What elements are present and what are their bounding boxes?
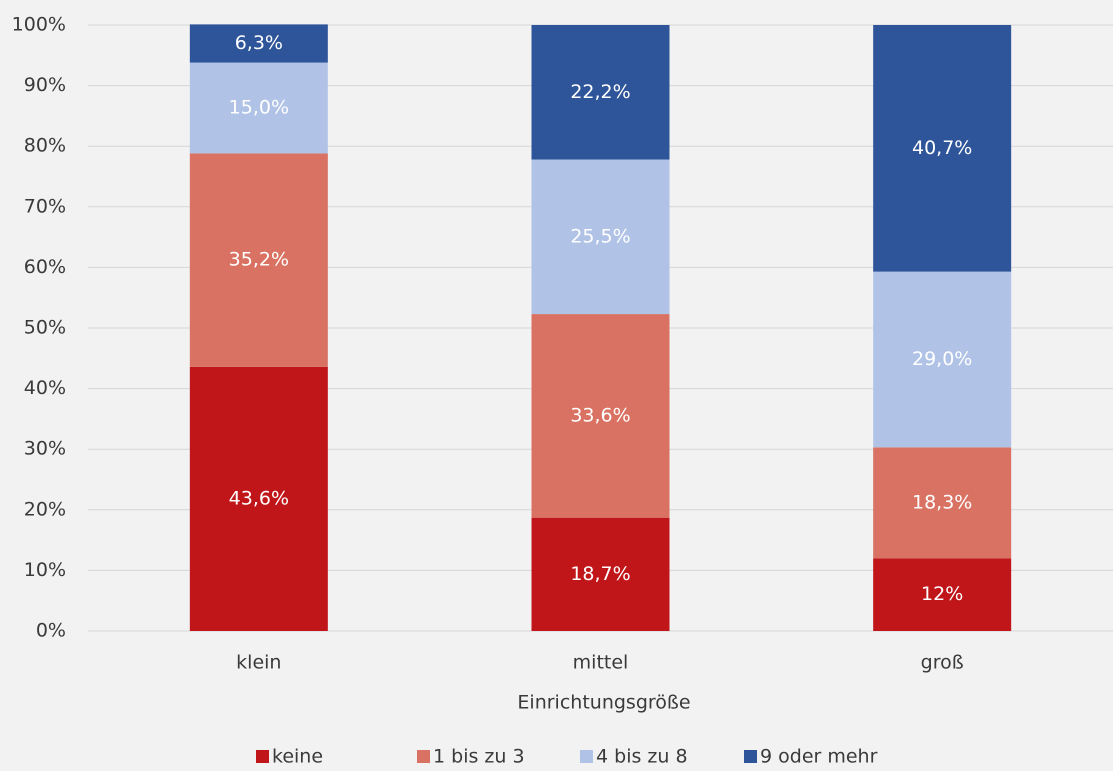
value-label: 35,2%: [229, 249, 289, 271]
x-tick-label: mittel: [573, 652, 629, 674]
bar-segment: [873, 271, 1012, 448]
y-tick-label: 20%: [24, 498, 66, 520]
y-tick-label: 50%: [24, 317, 66, 339]
y-tick-label: 10%: [24, 559, 66, 581]
bar-segment: [531, 159, 670, 315]
y-tick-label: 60%: [24, 256, 66, 278]
bar-segment: [189, 366, 328, 631]
legend-swatch: [256, 750, 269, 763]
legend-swatch: [744, 750, 757, 763]
legend-label: 4 bis zu 8: [596, 746, 688, 768]
value-label: 18,7%: [570, 563, 630, 585]
y-tick-label: 70%: [24, 195, 66, 217]
value-label: 6,3%: [235, 32, 283, 54]
y-tick-label: 0%: [36, 620, 66, 642]
x-axis-title: Einrichtungsgröße: [517, 692, 690, 714]
y-tick-label: 90%: [24, 74, 66, 96]
bar-segment: [531, 25, 670, 160]
legend-label: 1 bis zu 3: [433, 746, 525, 768]
legend-label: 9 oder mehr: [760, 746, 878, 768]
y-tick-label: 80%: [24, 135, 66, 157]
value-label: 25,5%: [570, 225, 630, 247]
y-tick-label: 100%: [12, 14, 66, 36]
legend-label: keine: [272, 746, 323, 768]
bar-segment: [531, 314, 670, 518]
value-label: 33,6%: [570, 404, 630, 426]
bar-segment: [189, 62, 328, 154]
legend-swatch: [580, 750, 593, 763]
bar-segment: [531, 517, 670, 631]
bar-segment: [873, 558, 1012, 631]
value-label: 15,0%: [229, 97, 289, 119]
legend-swatch: [417, 750, 430, 763]
value-label: 22,2%: [570, 81, 630, 103]
bar-segment: [189, 24, 328, 63]
value-label: 29,0%: [912, 348, 972, 370]
value-label: 40,7%: [912, 137, 972, 159]
x-tick-label: klein: [236, 652, 281, 674]
x-tick-label: groß: [921, 652, 964, 674]
bar-segment: [873, 447, 1012, 559]
bar-segment: [873, 25, 1012, 272]
value-label: 12%: [921, 583, 963, 605]
value-label: 18,3%: [912, 491, 972, 513]
value-label: 43,6%: [229, 487, 289, 509]
y-tick-label: 30%: [24, 438, 66, 460]
y-tick-label: 40%: [24, 377, 66, 399]
bar-segment: [189, 153, 328, 367]
